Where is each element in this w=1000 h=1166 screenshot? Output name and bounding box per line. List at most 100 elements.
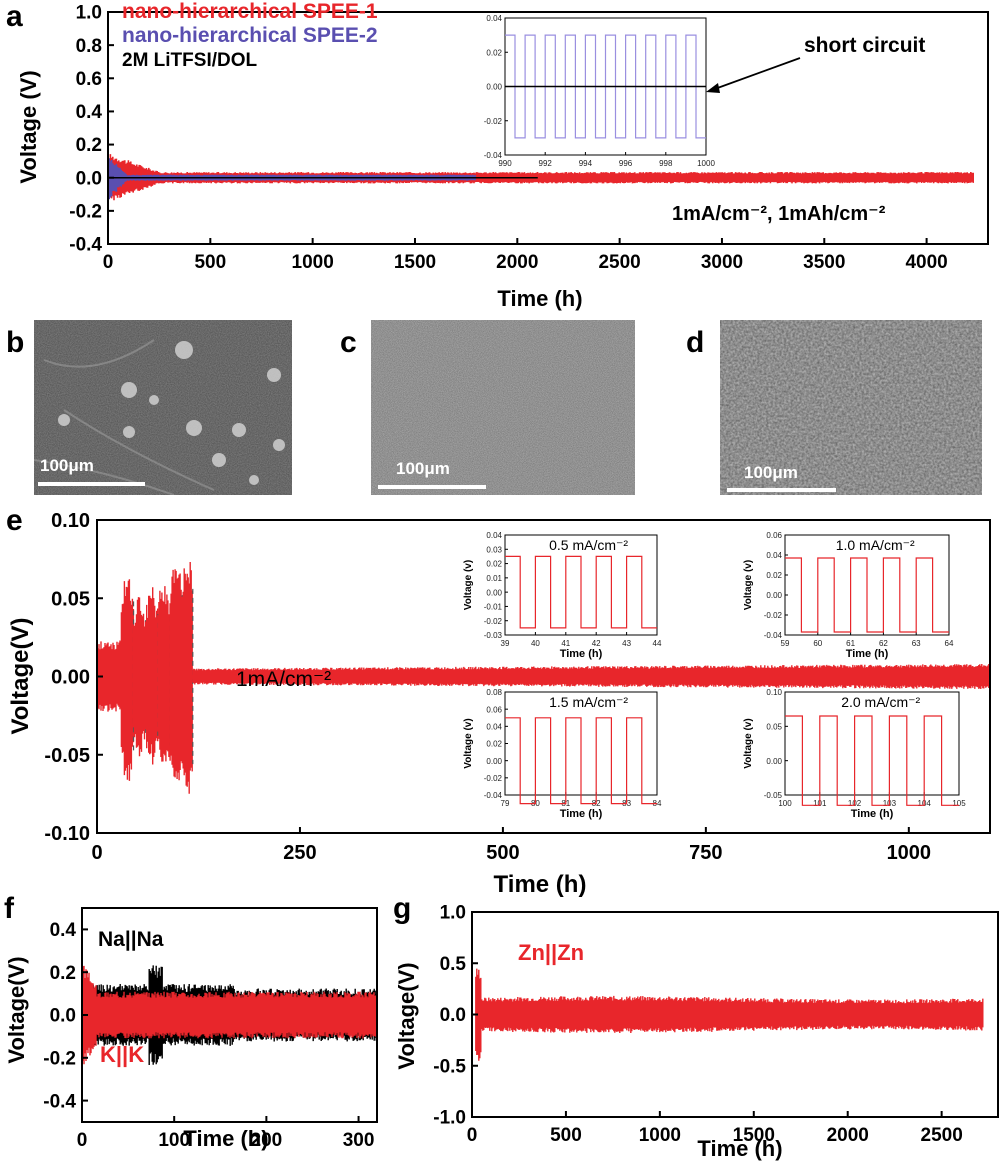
inset-e-4: 100 101 102 103 104 105-0.050.000.050.102.0 m… <box>743 688 966 820</box>
inset-e-axis-xtick-label: 44 <box>653 639 662 648</box>
axis-f-xtick-label: 200 <box>251 1130 283 1151</box>
inset-a-axis-xtick-label: 994 <box>579 159 593 168</box>
y-axis-title-g: Voltage(V) <box>394 962 419 1069</box>
scale-bar-label-b: 100μm <box>40 456 94 475</box>
inset-e-axis-ytick-label: -0.04 <box>764 631 783 640</box>
inset-e-axis-ytick-label: -0.04 <box>484 791 503 800</box>
inset-e-axis-xtick-label: 84 <box>653 799 662 808</box>
inset-e-axis-ytick-label: -0.02 <box>484 617 503 626</box>
inset-e-axis-xtick-label: 59 <box>781 639 790 648</box>
inset-e-axis-xtick-label: 61 <box>846 639 855 648</box>
inset-e-axis-frame <box>784 534 950 636</box>
inset-e-axis-ytick-label: 0.04 <box>766 551 782 560</box>
scale-bar-label-d: 100μm <box>744 463 798 482</box>
chart-e-insets: 39 40 41 42 43 44 -0.03 -0.02 -0.01 0.00 0.01 0.02 0… <box>463 531 966 820</box>
axis-g-xtick-label: 1000 <box>639 1125 681 1146</box>
axis-g-ytick-label: -1.0 <box>433 1108 466 1129</box>
panel-label-g: g <box>393 892 411 925</box>
inset-e-axis-ytick-label: 0.04 <box>486 531 502 540</box>
axis-g-ytick-label: 0.5 <box>440 954 467 975</box>
axis-g-ytick-label: 1.0 <box>440 903 466 924</box>
axis-e-xtick-label: 500 <box>486 842 519 864</box>
panel-label-c: c <box>340 326 357 359</box>
series-e-step-1 <box>120 579 135 781</box>
x-axis-title-a: Time (h) <box>497 286 582 311</box>
inset-e-line <box>505 555 657 629</box>
panel-label-f: f <box>4 892 15 925</box>
axis-a-ytick-label: 1.0 <box>76 3 102 24</box>
inset-e-axis-ytick-label: 0.00 <box>766 757 782 766</box>
axis-g-xtick-label: 1500 <box>733 1125 775 1146</box>
axis-a-xtick-label: 3000 <box>701 252 743 273</box>
series-e-step-2 <box>132 597 147 757</box>
inset-e-line <box>505 717 657 805</box>
sem-texture-b <box>34 320 292 495</box>
inset-e-axis-xtick-label: 41 <box>561 639 570 648</box>
chart-g: 0 500 1000 1500 2000 2500 -1.0 -0.5 0.0 0.5 1.0 Zn… <box>394 903 999 1161</box>
inset-e-axis-frame <box>504 534 658 636</box>
axis-e-ytick-label: -0.10 <box>44 823 90 845</box>
axis-g-ytick-label: -0.5 <box>433 1056 466 1077</box>
chart-a-marks <box>107 153 974 203</box>
axis-e-xtick-label: 750 <box>689 842 722 864</box>
axis-a-ytick-label: 0.4 <box>76 102 103 123</box>
inset-e-axis-xtick-label: 39 <box>501 639 510 648</box>
legend-f-k: K||K <box>100 1042 144 1067</box>
axis-f-xtick-label: 0 <box>77 1130 88 1151</box>
chart-g-marks <box>475 968 984 1061</box>
axis-e-ytick-label: 0.00 <box>51 667 90 689</box>
inset-e-axis-ytick-label: 0.10 <box>766 688 782 697</box>
inset-a-axis-xtick-label: 990 <box>498 159 512 168</box>
annotation-short-circuit: short circuit <box>804 34 925 57</box>
inset-e-axis-ytick-label: 0.02 <box>486 740 502 749</box>
chart-f-marks <box>81 962 378 1065</box>
axis-g-xtick-label: 2500 <box>921 1125 963 1146</box>
short-circuit-arrow <box>711 57 801 91</box>
axis-e-ytick-label: 0.05 <box>51 588 90 610</box>
sem-texture-c <box>371 320 635 495</box>
inset-e-axis-ytick-label: 0.00 <box>486 757 502 766</box>
axis-a-ytick-label: 0.0 <box>76 168 102 189</box>
inset-e-axis-ytick-label: 0.02 <box>486 560 502 569</box>
scale-bar-label-c: 100μm <box>396 459 450 478</box>
series-e-step-6 <box>181 562 193 794</box>
axis-a-xtick-label: 2000 <box>496 252 538 273</box>
axis-f-ytick-label: -0.2 <box>43 1048 76 1069</box>
legend-a-series-1: nano-hierarchical SPEE-1 <box>122 0 378 23</box>
panel-label-b: b <box>6 326 24 359</box>
axis-g-ytick-label: 0.0 <box>440 1005 466 1026</box>
legend-a-series-2: nano-hierarchical SPEE-2 <box>122 24 378 47</box>
inset-e-axis-xtick-label: 60 <box>813 639 822 648</box>
chart-a: 990 992 994 996 998 1000-0.04-0.020.000.020.0… <box>16 0 989 311</box>
axis-e-ytick-label: -0.05 <box>44 745 90 767</box>
inset-e-axis-xtick-label: 100 <box>778 799 792 808</box>
inset-e-xlabel: Time (h) <box>560 648 603 660</box>
series-e-step-5 <box>169 569 183 781</box>
panel-label-d: d <box>686 326 704 359</box>
axis-f-xtick-label: 300 <box>343 1130 375 1151</box>
inset-e-1: 39 40 41 42 43 44 -0.03 -0.02 -0.01 0.00 0.01 0.02 0… <box>463 531 662 660</box>
inset-e-ylabel: Voltage (v) <box>463 560 474 610</box>
scale-bar-d: 100μm <box>727 463 836 492</box>
inset-e-ylabel: Voltage (v) <box>743 718 754 768</box>
sem-image-d <box>720 320 982 495</box>
chart-a-inset: 990 992 994 996 998 1000 -0.04 -0.02 0.00 0.02 0.0… <box>484 14 716 168</box>
inset-e-2: 59 60 61 62 63 64 -0.04 -0.02 0.00 0.02 0.04 0.06 1.… <box>743 531 954 660</box>
axis-a-ytick-label: -0.2 <box>69 202 102 223</box>
y-axis-title-f: Voltage(V) <box>4 956 29 1063</box>
axis-a-xtick-label: 2500 <box>598 252 640 273</box>
axis-f-ytick-label: 0.4 <box>50 920 77 941</box>
inset-e-xlabel: Time (h) <box>846 648 889 660</box>
inset-e-axis-ytick-label: 0.06 <box>486 705 502 714</box>
axis-a-xtick-label: 0 <box>103 252 114 273</box>
series-a-spee2 <box>107 158 476 201</box>
inset-e-axis-ytick-label: 0.00 <box>486 588 502 597</box>
chart-e-axes: 0 250 500 750 1000 -0.10 -0.05 0.00 0.05 0.10 <box>44 510 991 864</box>
legend-a-series-3: 2M LiTFSI/DOL <box>122 50 258 71</box>
inset-a-axis-ytick-label: 0.00 <box>486 83 502 92</box>
axis-f-ytick-label: 0.2 <box>50 963 76 984</box>
inset-e-label: 0.5 mA/cm⁻² <box>549 537 628 553</box>
inset-e-axis-ytick-label: 0.03 <box>486 545 502 554</box>
axis-e-xtick-label: 1000 <box>887 842 932 864</box>
